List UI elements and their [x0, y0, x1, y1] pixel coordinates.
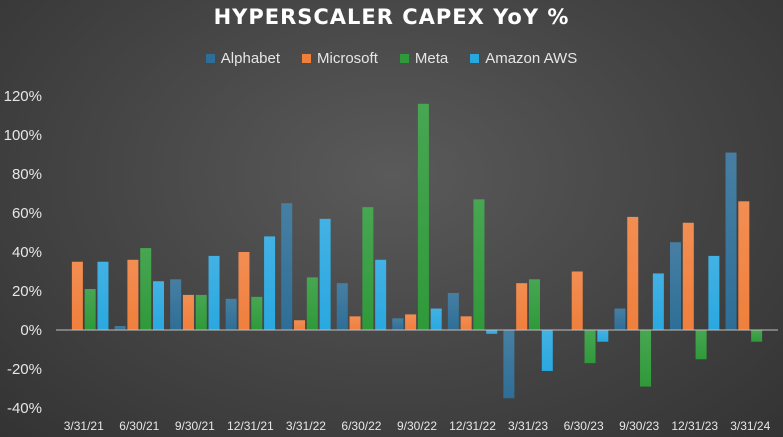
x-tick-label: 3/31/22 [286, 419, 326, 433]
bar-amazon-aws-6 [430, 308, 442, 330]
y-tick-label: 100% [4, 127, 42, 144]
y-tick-label: 20% [12, 283, 42, 300]
legend-swatch [302, 54, 312, 63]
bar-alphabet-1 [114, 326, 126, 330]
bar-amazon-aws-10 [652, 273, 664, 330]
bar-microsoft-7 [460, 316, 472, 330]
bar-amazon-aws-5 [375, 259, 387, 330]
legend-item-amazon-aws: Amazon AWS [470, 50, 577, 67]
bar-meta-6 [417, 103, 429, 330]
x-tick-label: 6/30/23 [564, 419, 604, 433]
bar-alphabet-11 [669, 242, 681, 330]
bar-amazon-aws-2 [208, 255, 220, 330]
bar-meta-9 [584, 330, 596, 364]
bar-meta-8 [528, 279, 540, 330]
bar-microsoft-2 [182, 294, 194, 330]
bar-microsoft-8 [516, 283, 528, 330]
bar-amazon-aws-0 [97, 261, 109, 330]
bar-alphabet-7 [447, 292, 459, 330]
bar-microsoft-9 [571, 271, 583, 330]
x-tick-label: 12/31/23 [671, 419, 718, 433]
legend-item-alphabet: Alphabet [205, 50, 281, 67]
y-tick-label: 120% [4, 88, 42, 105]
legend-label: Amazon AWS [485, 50, 578, 67]
legend-swatch [399, 54, 409, 63]
bar-amazon-aws-7 [486, 330, 498, 334]
bar-meta-2 [195, 294, 207, 330]
bar-meta-10 [640, 330, 652, 387]
legend-label: Alphabet [220, 50, 281, 67]
bar-amazon-aws-1 [153, 281, 165, 330]
legend-item-meta: Meta [399, 50, 449, 67]
y-tick-label: -20% [7, 361, 42, 378]
x-tick-label: 3/31/23 [508, 419, 548, 433]
x-tick-label: 9/30/23 [619, 419, 659, 433]
bar-alphabet-5 [336, 283, 348, 330]
chart-title: HYPERSCALER CAPEX YoY % [213, 5, 570, 29]
bar-microsoft-10 [627, 216, 639, 330]
legend-item-microsoft: Microsoft [302, 50, 378, 67]
bar-meta-5 [362, 207, 374, 330]
bar-microsoft-4 [294, 320, 306, 330]
bar-amazon-aws-4 [319, 218, 331, 330]
x-tick-label: 9/30/21 [175, 419, 215, 433]
legend: Alphabet Microsoft Meta Amazon AWS [0, 50, 783, 67]
x-tick-label: 6/30/22 [341, 419, 381, 433]
x-tick-label: 12/31/22 [449, 419, 496, 433]
x-tick-label: 9/30/22 [397, 419, 437, 433]
bar-alphabet-2 [170, 279, 182, 330]
bar-meta-0 [84, 289, 96, 330]
x-tick-label: 6/30/21 [119, 419, 159, 433]
bar-microsoft-1 [127, 259, 139, 330]
bar-microsoft-0 [71, 261, 83, 330]
bar-meta-3 [251, 296, 263, 330]
bar-meta-4 [306, 277, 318, 330]
bar-amazon-aws-3 [264, 236, 276, 330]
bar-meta-11 [695, 330, 707, 360]
y-tick-label: 0% [20, 322, 42, 339]
bar-meta-12 [751, 330, 763, 342]
bar-alphabet-6 [392, 318, 404, 330]
y-tick-label: 80% [12, 166, 42, 183]
y-tick-label: -40% [7, 400, 42, 417]
bar-alphabet-3 [225, 298, 237, 330]
legend-swatch [205, 54, 215, 63]
bar-microsoft-11 [682, 222, 694, 330]
x-tick-label: 3/31/21 [64, 419, 104, 433]
bar-alphabet-10 [614, 308, 626, 330]
bar-meta-7 [473, 199, 485, 330]
bar-microsoft-6 [405, 314, 417, 330]
bar-meta-1 [140, 248, 152, 330]
bar-amazon-aws-8 [541, 330, 553, 371]
bar-alphabet-8 [503, 330, 515, 399]
legend-label: Microsoft [317, 50, 378, 67]
x-tick-label: 12/31/21 [227, 419, 274, 433]
x-tick-label: 3/31/24 [730, 419, 770, 433]
y-tick-label: 40% [12, 244, 42, 261]
bar-microsoft-12 [738, 201, 750, 330]
bar-alphabet-4 [281, 203, 293, 330]
bar-microsoft-5 [349, 316, 361, 330]
y-tick-label: 60% [12, 205, 42, 222]
bar-amazon-aws-9 [597, 330, 609, 342]
bar-amazon-aws-11 [708, 255, 720, 330]
legend-label: Meta [414, 50, 449, 67]
legend-swatch [470, 54, 480, 63]
bar-microsoft-3 [238, 252, 250, 330]
bar-alphabet-12 [725, 152, 737, 330]
